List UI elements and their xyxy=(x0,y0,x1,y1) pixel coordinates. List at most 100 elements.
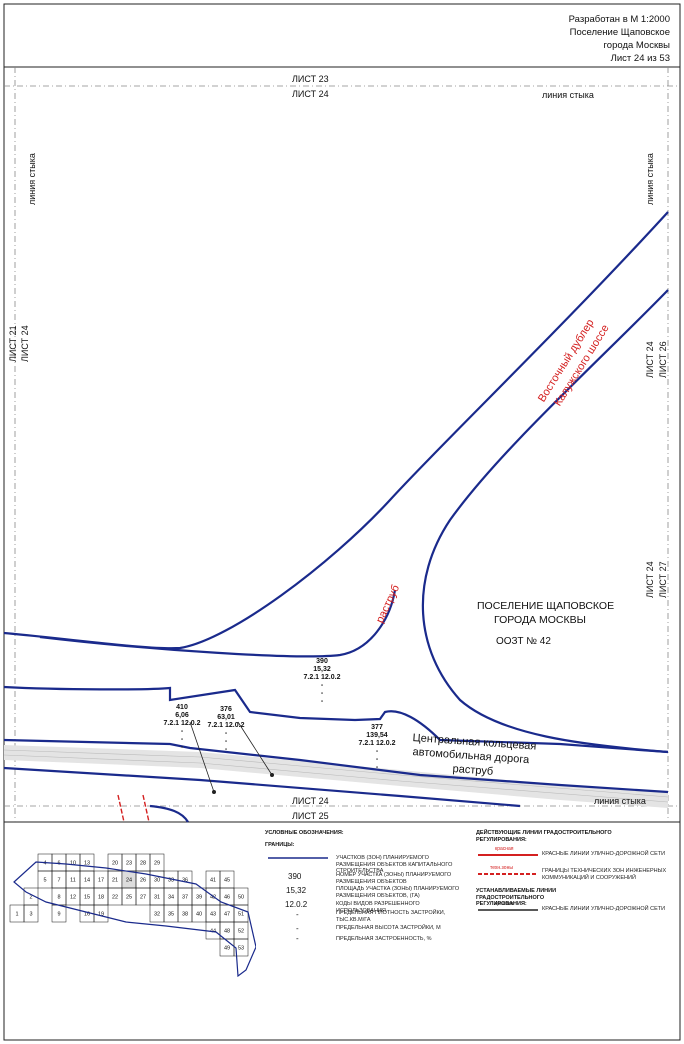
index-sheet-label: 15 xyxy=(84,895,90,901)
index-sheet-label: 43 xyxy=(210,912,216,918)
outer-frame xyxy=(3,3,681,1041)
legend-ex-dash3: - xyxy=(296,934,299,943)
boundary-dubler-east xyxy=(421,289,669,754)
index-sheet-label: 32 xyxy=(154,912,160,918)
index-map: 1234567891011121314151617181920212223242… xyxy=(9,853,256,978)
index-sheet-label: 21 xyxy=(112,878,118,884)
index-sheet-label: 39 xyxy=(196,895,202,901)
plot-num: 376 xyxy=(220,706,232,713)
index-sheet-label: 49 xyxy=(224,946,230,952)
index-sheet-label: 12 xyxy=(70,895,76,901)
plot-area: 139,54 xyxy=(366,732,388,739)
index-sheet-label: 52 xyxy=(238,929,244,935)
index-sheet-label: 23 xyxy=(126,861,132,867)
label-sheet-24-right2: ЛИСТ 24 xyxy=(645,561,655,598)
legend-set-title: УСТАНАВЛИВАЕМЫЕ ЛИНИИ ГРАДОСТРОИТЕЛЬНОГО… xyxy=(476,888,557,907)
plot-num: 410 xyxy=(176,704,188,711)
plot-codes: 7.2.1 12.0.2 xyxy=(358,740,396,747)
index-sheet-label: 10 xyxy=(70,861,76,867)
legend-red-tag: красная xyxy=(495,846,514,852)
label-seam-top: линия стыка xyxy=(542,90,594,100)
legend-title: УСЛОВНЫЕ ОБОЗНАЧЕНИЯ: xyxy=(265,830,344,836)
label-seam-right: линия стыка xyxy=(645,153,655,205)
label-sheet-24-left: ЛИСТ 24 xyxy=(20,325,30,362)
plot-num: 377 xyxy=(371,724,383,731)
legend-tech-tag: техн.зоны xyxy=(490,865,513,871)
legend-ex-code: 12.0.2 xyxy=(285,900,308,909)
label-seam-bottom: линия стыка xyxy=(594,796,646,806)
index-sheet-label: 51 xyxy=(238,912,244,918)
legend-tech-sample xyxy=(478,873,538,875)
index-sheet-label: 9 xyxy=(57,912,60,918)
plot-area: 6,06 xyxy=(175,712,189,719)
ckad-road-band xyxy=(4,745,668,808)
index-boundary xyxy=(13,861,256,978)
leader-dot-410 xyxy=(211,790,216,795)
legend-line-desc: УЧАСТКОВ (ЗОН) ПЛАНИРУЕМОГО РАЗМЕЩЕНИЯ О… xyxy=(336,855,453,874)
index-sheet-label: 4 xyxy=(43,861,46,867)
legend-ex-dash2: - xyxy=(296,924,299,933)
legend-ex-area: 15,32 xyxy=(286,886,307,895)
red-line-1 xyxy=(117,794,125,823)
label-sheet-24-bottom: ЛИСТ 24 xyxy=(292,796,329,806)
label-sheet-27: ЛИСТ 27 xyxy=(658,561,668,598)
index-sheet-label: 8 xyxy=(57,895,60,901)
index-sheet-label: 48 xyxy=(224,929,230,935)
settlement-name-2: ГОРОДА МОСКВЫ xyxy=(494,614,586,626)
index-sheet-label: 34 xyxy=(168,895,174,901)
legend-ex-num-desc: НОМЕР УЧАСТКА (ЗОНЫ) ПЛАНИРУЕМОГО РАЗМЕЩ… xyxy=(336,872,452,885)
legend-ex-num: 390 xyxy=(288,872,302,881)
legend-ex-dash1-desc: ПРЕДЕЛЬНАЯ ПЛОТНОСТЬ ЗАСТРОЙКИ, ТЫС.КВ.М… xyxy=(336,910,446,923)
index-sheet-label: 14 xyxy=(84,878,90,884)
legend-ex-dash3-desc: ПРЕДЕЛЬНАЯ ЗАСТРОЕННОСТЬ, % xyxy=(336,936,432,942)
label-sheet-23: ЛИСТ 23 xyxy=(292,74,329,84)
oozt-label: ООЗТ № 42 xyxy=(496,636,551,647)
title-scale: Разработан в М 1:2000 xyxy=(568,14,670,25)
index-sheet-label: 17 xyxy=(98,878,104,884)
index-sheet-label: 50 xyxy=(238,895,244,901)
label-sheet-24-top: ЛИСТ 24 xyxy=(292,89,329,99)
legend-active-title: ДЕЙСТВУЮЩИЕ ЛИНИИ ГРАДОСТРОИТЕЛЬНОГО РЕГ… xyxy=(476,830,612,843)
label-sheet-21: ЛИСТ 21 xyxy=(8,325,18,362)
index-sheet-label: 7 xyxy=(57,878,60,884)
index-sheet-label: 38 xyxy=(182,912,188,918)
boundary-ckad-mid xyxy=(3,738,669,794)
index-sheet-label: 1 xyxy=(15,912,18,918)
label-seam-left: линия стыка xyxy=(27,153,37,205)
plot-codes: 7.2.1 12.0.2 xyxy=(303,674,341,681)
index-sheet-label: 20 xyxy=(112,861,118,867)
index-sheet-label: 18 xyxy=(98,895,104,901)
index-sheet-label: 33 xyxy=(168,878,174,884)
index-sheet-label: 45 xyxy=(224,878,230,884)
index-sheet-label: 28 xyxy=(140,861,146,867)
boundary-ckad-south xyxy=(3,766,521,808)
ckad-lane-2 xyxy=(3,754,669,803)
legend-ex-code-desc: КОДЫ ВИДОВ РАЗРЕШЕННОГО ИСПОЛЬЗОВАНИЯ xyxy=(336,901,420,914)
index-sheet-label: 2 xyxy=(29,895,32,901)
index-sheet-label: 36 xyxy=(182,878,188,884)
legend-red-sample xyxy=(478,854,538,856)
index-sheet-label: 30 xyxy=(154,878,160,884)
plot-num: 390 xyxy=(316,658,328,665)
plot-codes: 7.2.1 12.0.2 xyxy=(207,722,245,729)
title-settlement: Поселение Щаповское xyxy=(569,27,670,38)
legend-tech-desc: ГРАНИЦЫ ТЕХНИЧЕСКИХ ЗОН ИНЖЕНЕРНЫХ КОММУ… xyxy=(542,868,667,881)
legend-line-sample xyxy=(268,857,328,859)
label-sheet-24-right1: ЛИСТ 24 xyxy=(645,341,655,378)
index-sheet-cell xyxy=(233,938,249,957)
ckad-lane-1 xyxy=(3,749,669,798)
red-line-2 xyxy=(142,794,150,823)
index-sheet-label: 27 xyxy=(140,895,146,901)
legend-set-sample xyxy=(478,909,538,911)
leader-410 xyxy=(189,721,215,793)
legend-ex-dash2-desc: ПРЕДЕЛЬНАЯ ВЫСОТА ЗАСТРОЙКИ, М xyxy=(336,925,441,931)
index-sheet-label: 53 xyxy=(238,946,244,952)
index-sheet-label: 46 xyxy=(224,895,230,901)
index-sheet-label: 19 xyxy=(98,912,104,918)
plot-area: 15,32 xyxy=(313,666,331,673)
index-sheet-label: 13 xyxy=(84,861,90,867)
plot-dash: - xyxy=(320,682,324,689)
legend-ex-dash1: - xyxy=(296,910,299,919)
